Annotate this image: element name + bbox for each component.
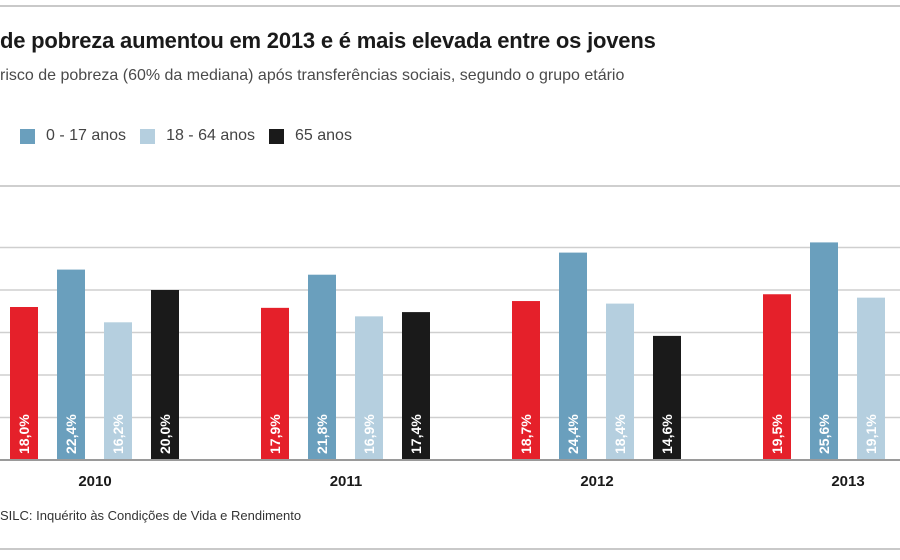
data-label-18-64-2012: 18,4% [612, 414, 628, 454]
bar-65-2011 [402, 312, 430, 460]
legend-item-18-64: 18 - 64 anos [140, 127, 255, 145]
data-label-0-17-2013: 25,6% [816, 414, 832, 454]
legend-label-65: 65 anos [295, 127, 352, 144]
data-label-total-2013: 19,5% [769, 414, 785, 454]
bar-total-2010 [10, 307, 38, 460]
x-tick-label-2010: 2010 [78, 473, 111, 490]
bar-chart: 18,0% 17,9% 18,7% 19,5% 22,4% 21,8% 24,4% 25,6%… [0, 185, 900, 490]
bar-65-2010 [151, 290, 179, 460]
chart-subtitle: risco de pobreza (60% da mediana) após t… [0, 67, 625, 84]
bar-total-2013 [763, 294, 791, 460]
chart-legend: 0 - 17 anos 18 - 64 anos 65 anos [20, 126, 366, 146]
data-label-18-64-2013: 19,1% [863, 414, 879, 454]
bar-0-17-2013 [810, 242, 838, 460]
data-label-0-17-2011: 21,8% [314, 414, 330, 454]
bar-0-17-2012 [559, 252, 587, 460]
data-label-65-2011: 17,4% [408, 414, 424, 454]
x-tick-label-2011: 2011 [330, 473, 363, 490]
x-tick-label-2013: 2013 [831, 473, 864, 490]
legend-label-18-64: 18 - 64 anos [166, 127, 256, 144]
chart-title: de pobreza aumentou em 2013 e é mais ele… [0, 28, 656, 53]
data-label-total-2012: 18,7% [518, 414, 534, 454]
legend-label-0-17: 0 - 17 anos [46, 127, 127, 144]
x-tick-label-2012: 2012 [580, 473, 613, 490]
bar-18-64-2011 [355, 316, 383, 460]
legend-item-0-17: 0 - 17 anos [20, 127, 126, 145]
bar-18-64-2013 [857, 297, 885, 460]
bar-total-2011 [261, 307, 289, 460]
bar-65-2012 [653, 335, 681, 460]
bar-total-2012 [512, 301, 540, 460]
source-note: SILC: Inquérito às Condições de Vida e R… [0, 508, 302, 523]
legend-swatch-18-64 [140, 128, 156, 144]
data-label-65-2010: 20,0% [157, 414, 173, 454]
data-label-18-64-2011: 16,9% [361, 414, 377, 454]
bar-18-64-2012 [606, 303, 634, 460]
bar-0-17-2011 [308, 274, 336, 460]
data-label-total-2011: 17,9% [267, 414, 283, 454]
legend-swatch-65 [269, 128, 285, 144]
data-label-65-2012: 14,6% [659, 414, 675, 454]
data-label-total-2010: 18,0% [16, 414, 32, 454]
data-label-18-64-2010: 16,2% [110, 414, 126, 454]
bar-0-17-2010 [57, 269, 85, 460]
data-label-0-17-2010: 22,4% [63, 414, 79, 454]
top-rule [0, 5, 900, 7]
data-label-0-17-2012: 24,4% [565, 414, 581, 454]
bar-18-64-2010 [104, 322, 132, 460]
legend-swatch-0-17 [20, 128, 35, 144]
bottom-rule [0, 548, 900, 550]
legend-item-65: 65 anos [269, 127, 352, 145]
